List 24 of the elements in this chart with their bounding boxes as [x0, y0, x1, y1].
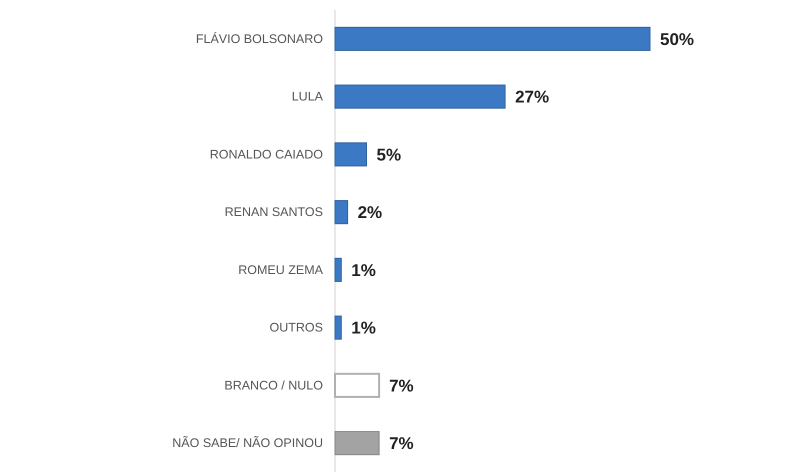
data-label: 2% — [358, 203, 382, 222]
bar — [334, 26, 650, 51]
y-tick-label: FLÁVIO BOLSONARO — [196, 32, 324, 46]
bar — [334, 84, 506, 109]
y-tick-label: RENAN SANTOS — [224, 205, 323, 220]
data-label: 7% — [389, 434, 414, 454]
y-tick-label: OUTROS — [270, 320, 323, 335]
data-label: 1% — [351, 318, 376, 338]
y-tick-label: RONALDO CAIADO — [210, 147, 324, 162]
bar — [334, 372, 380, 398]
bar — [334, 142, 367, 166]
data-label: 5% — [376, 145, 402, 164]
y-tick-label: NÃO SABE/ NÃO OPINOU — [172, 436, 323, 450]
bar — [334, 258, 342, 282]
bar — [334, 431, 380, 456]
data-label: 27% — [515, 88, 550, 107]
data-label: 7% — [389, 376, 414, 396]
bar — [334, 200, 348, 224]
y-tick-label: ROMEU ZEMA — [238, 262, 324, 277]
data-label: 1% — [351, 260, 376, 280]
y-tick-label: BRANCO / NULO — [224, 378, 324, 392]
data-label: 50% — [660, 30, 694, 49]
y-tick-label: LULA — [292, 90, 324, 104]
bar — [334, 316, 342, 340]
